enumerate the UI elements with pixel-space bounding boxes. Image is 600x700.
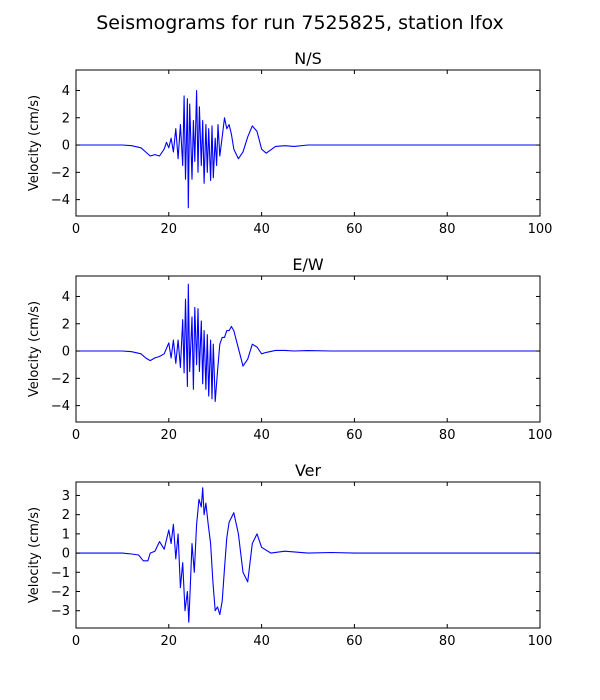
y-tick-label: 0 <box>62 139 70 154</box>
y-tick-label: 1 <box>62 527 70 542</box>
y-tick-label: 2 <box>62 508 70 523</box>
y-tick-label: −2 <box>51 166 70 181</box>
x-tick-label: 80 <box>439 634 456 649</box>
plot-frame <box>75 275 541 423</box>
y-tick-label: −2 <box>51 372 70 387</box>
x-tick-label: 20 <box>161 634 178 649</box>
x-tick-label: 40 <box>253 634 270 649</box>
series-line <box>76 487 540 623</box>
x-tick-label: 40 <box>253 222 270 237</box>
y-tick-label: −4 <box>51 399 70 414</box>
x-tick-label: 80 <box>439 222 456 237</box>
figure-title: Seismograms for run 7525825, station lfo… <box>96 12 504 34</box>
x-tick-label: 20 <box>161 222 178 237</box>
y-axis-label: Velocity (cm/s) <box>27 95 42 191</box>
chart-panel-2: Ver 0 20 40 60 80 100 −3 −2 −1 0 1 2 3 Velocity (cm/s) <box>27 461 552 649</box>
y-tick-label: 4 <box>62 84 70 99</box>
chart-panel-1: E/W 0 20 40 60 80 100 −4 −2 0 2 4 Velocity (cm/s) <box>27 255 552 443</box>
x-tick-label: 100 <box>528 428 553 443</box>
panel-title: E/W <box>292 255 324 274</box>
x-tick-label: 0 <box>72 222 80 237</box>
y-tick-label: −3 <box>51 604 70 619</box>
x-tick-label: 60 <box>346 428 363 443</box>
y-tick-label: 2 <box>62 317 70 332</box>
y-tick-label: 4 <box>62 290 70 305</box>
chart-panel-0: N/S 0 20 40 60 80 100 −4 −2 0 2 4 Velocity (cm/s) <box>27 49 552 237</box>
y-tick-label: −4 <box>51 193 70 208</box>
x-tick-label: 60 <box>346 634 363 649</box>
y-tick-label: 0 <box>62 345 70 360</box>
series-line <box>76 89 540 209</box>
x-tick-label: 100 <box>528 634 553 649</box>
x-tick-label: 0 <box>72 634 80 649</box>
y-tick-label: −2 <box>51 585 70 600</box>
x-tick-label: 80 <box>439 428 456 443</box>
x-tick-label: 20 <box>161 428 178 443</box>
y-tick-label: −1 <box>51 566 70 581</box>
panel-title: Ver <box>295 461 322 480</box>
plot-frame <box>75 481 541 629</box>
y-tick-label: 0 <box>62 547 70 562</box>
x-tick-label: 40 <box>253 428 270 443</box>
x-tick-label: 100 <box>528 222 553 237</box>
y-axis-label: Velocity (cm/s) <box>27 507 42 603</box>
panel-title: N/S <box>294 49 322 68</box>
x-tick-label: 60 <box>346 222 363 237</box>
series-line <box>76 283 540 403</box>
y-axis-label: Velocity (cm/s) <box>27 301 42 397</box>
y-tick-label: 3 <box>62 489 70 504</box>
plot-frame <box>75 69 541 217</box>
x-tick-label: 0 <box>72 428 80 443</box>
y-tick-label: 2 <box>62 111 70 126</box>
